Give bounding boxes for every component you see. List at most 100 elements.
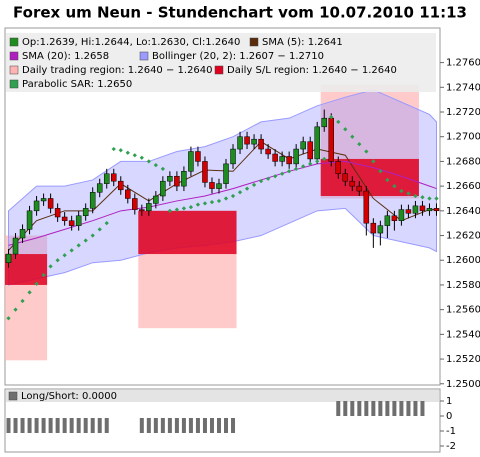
bar — [160, 418, 165, 433]
bar — [364, 401, 369, 416]
bar — [343, 401, 348, 416]
sar-dot — [188, 204, 194, 210]
candle-body — [26, 210, 33, 230]
bar — [216, 418, 221, 433]
sar-dot — [125, 150, 130, 155]
y-tick-label: 1.2600 — [446, 255, 480, 266]
sar-dot — [371, 159, 376, 164]
candle-body — [412, 205, 419, 214]
bar — [231, 418, 236, 433]
y-tick-label: 1.2540 — [446, 329, 480, 340]
sar-dot — [287, 169, 292, 174]
candle-body — [293, 148, 299, 165]
y-tick-label: 1.2660 — [446, 181, 480, 192]
sar-dot — [434, 196, 439, 201]
candle-body — [398, 209, 405, 221]
y-tick-label: 1.2700 — [446, 132, 480, 143]
y-tick-label: 1.2740 — [446, 82, 480, 93]
candle-body — [391, 215, 398, 221]
sar-dot — [427, 196, 432, 201]
y-tick-label: 1 — [446, 396, 452, 407]
bar — [83, 418, 88, 433]
bar — [202, 418, 207, 433]
sar-dot — [146, 159, 151, 164]
legend-label: Long/Short: 0.0000 — [21, 391, 117, 402]
candle-body — [125, 189, 131, 199]
bar — [188, 418, 193, 433]
sar-dot — [76, 243, 81, 248]
bar — [195, 418, 200, 433]
sar-dot — [420, 195, 425, 200]
candle-body — [146, 203, 152, 212]
sar-dot — [357, 141, 362, 147]
candle-body — [286, 156, 292, 165]
legend-swatch — [9, 51, 19, 61]
sar-dot — [153, 162, 158, 168]
candle-body — [19, 229, 26, 239]
sar-dot — [209, 200, 215, 205]
sar-dot — [167, 208, 173, 213]
bar — [97, 418, 102, 433]
bar — [146, 418, 151, 433]
candle-body — [370, 222, 377, 234]
sar-dot — [350, 134, 355, 139]
bar — [378, 401, 383, 416]
bar — [90, 418, 95, 433]
candle-body — [314, 126, 320, 160]
bar — [20, 418, 25, 433]
candle-body — [342, 173, 349, 182]
candle-body — [223, 163, 229, 184]
candle-body — [419, 205, 426, 212]
bar — [6, 418, 11, 433]
bar — [413, 401, 418, 416]
candle-body — [89, 192, 96, 209]
candle-body — [230, 148, 236, 165]
candle-body — [272, 153, 278, 162]
bar — [224, 418, 229, 433]
candle-body — [54, 208, 61, 218]
y-tick-label: 1.2580 — [446, 280, 480, 291]
candle-body — [300, 141, 306, 150]
candle-body — [12, 237, 19, 255]
y-tick-label: 1.2640 — [446, 206, 480, 217]
sar-dot — [265, 176, 271, 181]
candle-body — [426, 208, 433, 212]
bar — [385, 401, 390, 416]
sl-region — [138, 210, 237, 255]
bar — [399, 401, 404, 416]
y-tick-label: 0 — [446, 411, 452, 422]
candle-body — [153, 195, 159, 204]
bar — [69, 418, 74, 433]
bar — [55, 418, 60, 433]
candle-body — [433, 208, 440, 212]
candle-body — [244, 136, 250, 145]
candle-body — [82, 208, 89, 217]
candle-body — [96, 183, 103, 193]
sar-dot — [251, 182, 257, 188]
indicator-line — [8, 160, 437, 246]
candle-body — [160, 180, 166, 197]
candle-body — [188, 151, 194, 172]
y-tick-label: 1.2560 — [446, 305, 480, 316]
sar-dot — [308, 161, 313, 167]
bar — [48, 418, 53, 433]
candle-body — [237, 136, 243, 150]
bar — [34, 418, 39, 433]
bar — [392, 401, 397, 416]
candle-body — [75, 215, 82, 226]
candle-body — [195, 151, 201, 162]
bar — [336, 401, 341, 416]
sar-dot — [378, 169, 383, 174]
bar — [371, 401, 376, 416]
sar-dot — [202, 201, 208, 206]
y-tick-label: -1 — [446, 426, 456, 437]
sar-dot — [399, 188, 404, 194]
bar — [76, 418, 81, 433]
sar-dot — [258, 179, 264, 184]
bar — [357, 401, 362, 416]
candle-body — [174, 175, 180, 187]
legend-box — [6, 33, 436, 92]
bar — [406, 401, 411, 416]
candle-body — [111, 173, 117, 182]
y-tick-label: 1.2720 — [446, 107, 480, 118]
